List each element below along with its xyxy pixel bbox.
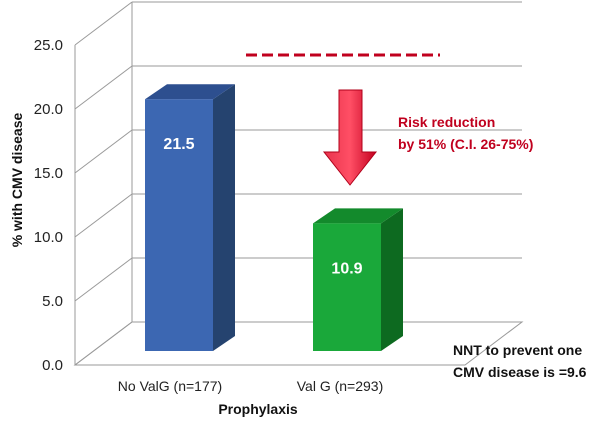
- y-tick-label: 25.0: [34, 37, 63, 54]
- bar-top: [145, 84, 235, 100]
- nnt-line2: CMV disease is =9.6: [453, 364, 587, 380]
- y-tick-label: 10.0: [34, 229, 63, 246]
- bar-side: [213, 84, 235, 351]
- x-axis-title: Prophylaxis: [218, 401, 298, 417]
- gridline-side: [74, 321, 133, 366]
- y-tick-label: 20.0: [34, 101, 63, 118]
- bar-no-valg: [145, 84, 235, 351]
- gridline-side: [74, 65, 133, 110]
- x-tick-label-valg: Val G (n=293): [297, 378, 384, 394]
- gridline-side: [74, 1, 133, 46]
- nnt-line1: NNT to prevent one: [453, 342, 582, 358]
- bar-side: [381, 208, 403, 351]
- bar-front: [313, 223, 381, 351]
- data-label-valg: 10.9: [331, 260, 362, 277]
- bar-top: [313, 208, 403, 224]
- down-arrow-icon: [322, 89, 378, 186]
- y-tick-label: 15.0: [34, 165, 63, 182]
- x-tick-label-no-valg: No ValG (n=177): [118, 378, 222, 394]
- data-label-no-valg: 21.5: [163, 136, 194, 153]
- gridline-side: [74, 193, 133, 238]
- y-tick-label: 0.0: [42, 357, 63, 374]
- bars: [145, 84, 403, 351]
- bar-front: [145, 99, 213, 351]
- risk-reduction-line2: by 51% (C.I. 26-75%): [398, 136, 533, 152]
- risk-reduction-line1: Risk reduction: [398, 114, 495, 130]
- y-tick-labels: 0.0 5.0 10.0 15.0 20.0 25.0: [34, 37, 63, 374]
- gridline-side: [74, 257, 133, 302]
- y-tick-label: 5.0: [42, 293, 63, 310]
- bar-valg: [313, 208, 403, 351]
- gridline-side: [74, 129, 133, 174]
- y-axis-title: % with CMV disease: [9, 112, 25, 247]
